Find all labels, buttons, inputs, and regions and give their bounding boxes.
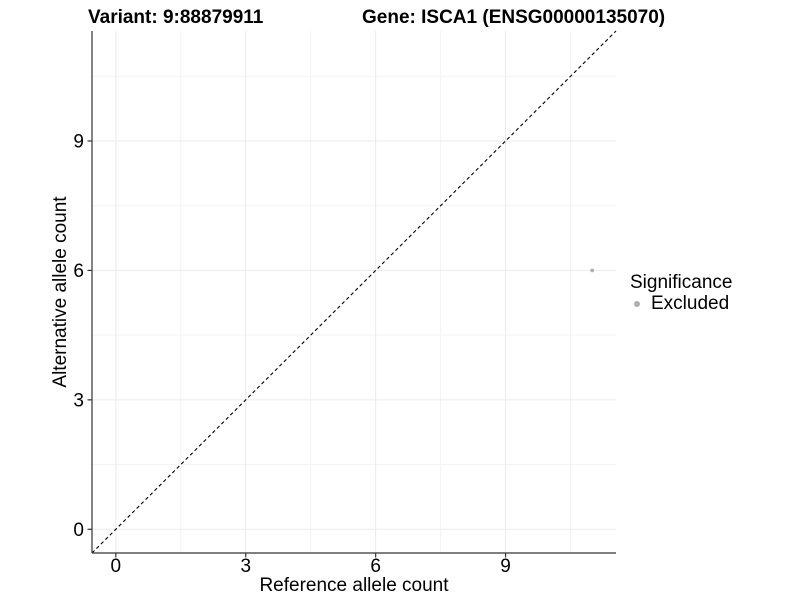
x-tick-label: 9 — [500, 556, 511, 577]
legend-entries: Excluded — [630, 294, 732, 314]
x-tick-label: 3 — [240, 556, 251, 577]
legend-entry-label: Excluded — [651, 293, 730, 314]
legend-entry: Excluded — [630, 294, 732, 314]
plot-title-gene: Gene: ISCA1 (ENSG00000135070) — [362, 7, 666, 28]
x-tick-label: 6 — [370, 556, 381, 577]
data-point — [590, 268, 595, 273]
x-axis-title: Reference allele count — [259, 575, 449, 596]
y-tick-label: 0 — [73, 520, 84, 541]
legend: Significance Excluded — [630, 272, 732, 314]
y-tick-label: 9 — [73, 132, 84, 153]
y-tick-label: 3 — [73, 390, 84, 411]
y-tick-label: 6 — [73, 261, 84, 282]
y-axis-title: Alternative allele count — [50, 196, 71, 388]
legend-key-dot-icon — [634, 301, 640, 307]
x-tick-label: 0 — [111, 556, 122, 577]
legend-title: Significance — [630, 272, 733, 293]
plot-title-variant: Variant: 9:88879911 — [88, 7, 264, 28]
identity-line — [91, 30, 617, 554]
